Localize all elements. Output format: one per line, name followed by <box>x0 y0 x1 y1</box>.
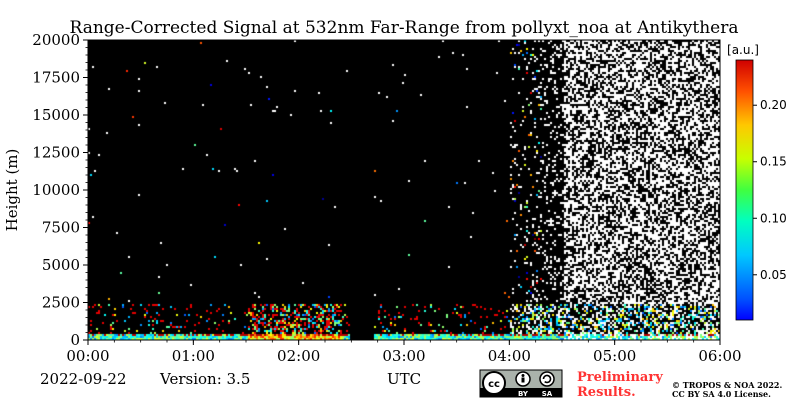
colorbar-tick-label: 0.05 <box>760 268 787 282</box>
svg-text:cc: cc <box>488 379 500 390</box>
version-label: Version: 3.5 <box>159 370 250 388</box>
preliminary-line-2: Results. <box>577 385 636 400</box>
cc-by-text: BY <box>518 390 529 398</box>
axis-ticks: 00:00 01:00 02:00 03:00 04:00 05:00 06:00 0 2500… <box>32 31 741 365</box>
colorbar-tick-label: 0.15 <box>760 155 787 169</box>
y-tick-label: 5000 <box>42 256 80 274</box>
cc-license-badge: cc BY SA <box>479 369 563 398</box>
y-tick-label: 20000 <box>32 31 80 49</box>
y-tick-label: 12500 <box>32 144 80 162</box>
date-label: 2022-09-22 <box>40 370 126 388</box>
chart-title: Range-Corrected Signal at 532nm Far-Rang… <box>70 18 739 38</box>
y-tick-label: 15000 <box>32 106 80 124</box>
y-tick-label: 0 <box>70 331 80 349</box>
colorbar <box>735 59 754 321</box>
cc-sa-text: SA <box>542 390 553 398</box>
copyright-line-2: CC BY SA 4.0 License. <box>672 389 771 399</box>
y-tick-label: 17500 <box>32 69 80 87</box>
x-tick-label: 06:00 <box>698 347 741 365</box>
heatmap-layer <box>88 40 720 340</box>
x-tick-label: 04:00 <box>488 347 531 365</box>
sa-icon <box>539 371 555 387</box>
copyright-line-1: © TROPOS & NOA 2022. <box>672 380 782 390</box>
x-tick-label: 01:00 <box>172 347 215 365</box>
y-axis-label: Height (m) <box>3 149 21 232</box>
x-axis-label: UTC <box>387 370 421 388</box>
y-tick-label: 2500 <box>42 294 80 312</box>
signal-raster <box>88 40 720 340</box>
colorbar-ticks: 0.05 0.10 0.15 0.20 <box>753 98 787 282</box>
x-tick-label: 05:00 <box>593 347 636 365</box>
x-tick-label: 02:00 <box>277 347 320 365</box>
x-tick-label: 03:00 <box>382 347 425 365</box>
y-tick-label: 10000 <box>32 181 80 199</box>
y-tick-label: 7500 <box>42 219 80 237</box>
colorbar-tick-label: 0.10 <box>760 211 787 225</box>
preliminary-line-1: Preliminary <box>577 370 663 385</box>
colorbar-tick-label: 0.20 <box>760 98 787 112</box>
colorbar-unit-label: [a.u.] <box>727 43 759 57</box>
x-tick-label: 00:00 <box>66 347 109 365</box>
